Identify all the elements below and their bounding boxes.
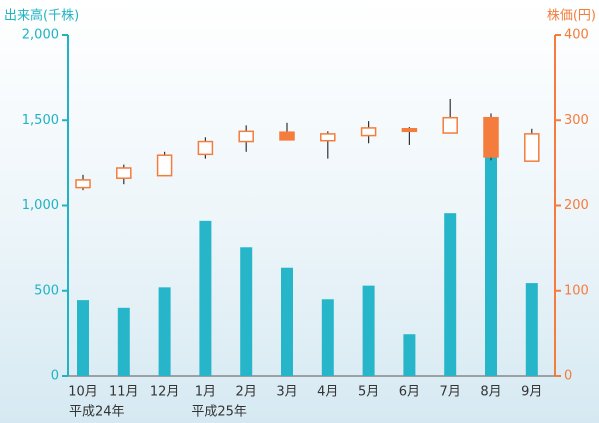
y-tick-label: 1,000: [22, 198, 59, 213]
candle-body: [321, 134, 335, 141]
annotation: 平成25年: [191, 405, 247, 420]
volume-bar: [403, 334, 415, 376]
volume-bar: [77, 300, 89, 376]
x-tick-label: 11月: [109, 385, 139, 400]
candle-body: [198, 142, 212, 155]
x-tick-label: 1月: [195, 385, 216, 400]
volume-bar: [240, 247, 252, 376]
y-tick-label: 0: [51, 369, 59, 384]
y2-axis-label: 株価(円): [547, 9, 596, 24]
volume-bar: [118, 308, 130, 376]
background: [0, 0, 599, 423]
y2-tick-label: 200: [564, 198, 589, 213]
candle-body: [158, 155, 172, 175]
volume-bar: [199, 221, 211, 376]
y-tick-label: 2,000: [22, 28, 59, 43]
candle-body: [117, 168, 131, 178]
x-tick-label: 12月: [150, 385, 180, 400]
volume-bar: [281, 268, 293, 376]
x-tick-label: 7月: [440, 385, 461, 400]
volume-bar: [444, 213, 456, 376]
x-tick-label: 3月: [276, 385, 297, 400]
y-tick-label: 1,500: [22, 113, 59, 128]
volume-bar: [322, 299, 334, 376]
y-axis-label: 出来高(千株): [4, 8, 79, 24]
candle-body: [525, 134, 539, 161]
x-tick-label: 5月: [358, 385, 379, 400]
candle-body: [443, 118, 457, 133]
x-tick-label: 8月: [480, 385, 501, 400]
annotation: 平成24年: [69, 405, 125, 420]
y-tick-label: 500: [34, 283, 59, 298]
candle-body: [362, 128, 376, 136]
volume-bar: [485, 155, 497, 376]
y2-tick-label: 0: [564, 369, 572, 384]
candle-body: [76, 180, 90, 188]
x-tick-label: 2月: [236, 385, 257, 400]
volume-bar: [363, 286, 375, 376]
x-tick-label: 4月: [317, 385, 338, 400]
candle-body: [280, 132, 294, 140]
y2-tick-label: 100: [564, 283, 589, 298]
y2-tick-label: 400: [564, 28, 589, 43]
candle-body: [402, 129, 416, 132]
volume-bar: [159, 287, 171, 376]
volume-bar: [526, 283, 538, 376]
chart: 出来高(千株) 株価(円) 0 500 1,000 1,500 2,000 0 100 200…: [0, 0, 599, 423]
candle-body: [484, 118, 498, 157]
y2-tick-label: 300: [564, 113, 589, 128]
candle-body: [239, 131, 253, 141]
x-tick-label: 9月: [521, 385, 542, 400]
x-tick-label: 6月: [399, 385, 420, 400]
x-tick-label: 10月: [68, 385, 98, 400]
